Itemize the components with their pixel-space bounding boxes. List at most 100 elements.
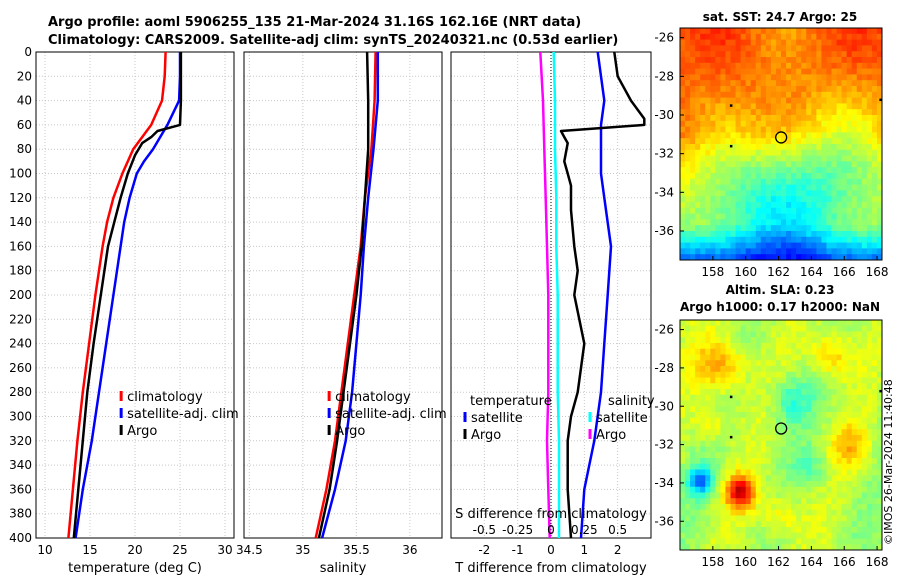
map-cell [720,521,726,528]
map-cell [765,33,772,40]
map-cell [796,115,802,122]
map-cell [836,481,842,488]
map-cell [705,57,711,64]
map-cell [760,196,767,203]
map-cell [786,149,792,156]
map-cell [680,538,686,545]
map-cell [781,202,787,209]
map-cell [755,486,762,493]
map-cell [710,331,716,338]
map-cell [841,538,848,545]
map-cell [730,377,736,384]
map-cell [806,254,812,261]
map-cell [801,348,807,355]
map-cell [796,219,802,226]
map-cell [725,486,731,493]
map-cell [725,325,731,332]
map-cell [831,475,837,482]
map-cell [745,236,752,243]
map-cell [871,86,878,93]
map-cell [715,458,721,465]
map-cell [871,190,878,197]
map-cell [866,492,873,499]
map-cell [680,343,686,350]
map-cell [856,417,863,424]
map-cell [821,91,827,98]
map-cell [770,394,777,401]
map-cell [831,348,837,355]
map-cell [755,57,762,64]
map-cell [750,68,757,75]
series-argo [72,52,183,539]
map-cell [750,45,757,52]
map-cell [831,377,837,384]
map-cell [775,481,782,488]
map-cell [735,184,741,191]
map-cell [841,62,848,69]
map-cell [680,173,686,180]
map-cell [811,248,817,255]
map-cell [871,45,878,52]
map-cell [705,360,711,367]
map-cell [846,213,853,220]
map-cell [745,354,752,361]
s-axis-label: S difference from climatology [455,507,647,522]
y-tick-label: -26 [654,31,674,45]
map-cell [851,360,858,367]
map-cell [866,532,873,539]
map-cell [841,167,848,174]
map-cell [831,28,837,35]
map-cell [705,155,711,162]
map-cell [680,469,686,476]
map-cell [786,74,792,81]
map-cell [811,354,817,361]
map-cell [831,86,837,93]
map-cell [831,62,837,69]
map-cell [781,51,787,58]
map-cell [846,394,853,401]
map-cell [695,219,701,226]
map-cell [786,126,792,133]
map-cell [730,236,736,243]
map-cell [846,254,853,261]
map-cell [826,213,832,220]
map-cell [826,97,832,104]
map-cell [791,320,797,327]
map-cell [710,440,716,447]
map-cell [745,91,752,98]
map-cell [755,435,762,442]
map-cell [700,406,706,413]
map-cell [715,80,721,87]
map-cell [745,225,752,232]
map-cell [695,504,701,511]
map-cell [690,504,696,511]
map-cell [786,236,792,243]
map-cell [826,544,832,551]
map-cell [796,190,802,197]
map-cell [765,377,772,384]
map-cell [806,225,812,232]
map-cell [680,435,686,442]
map-cell [750,57,757,64]
map-cell [740,354,747,361]
map-cell [856,155,863,162]
map-cell [765,236,772,243]
map-cell [745,68,752,75]
map-cell [775,400,782,407]
map-cell [745,440,752,447]
map-cell [811,202,817,209]
map-cell [720,331,726,338]
map-cell [821,68,827,75]
x-tick-label: 25 [172,543,187,557]
map-cell [876,343,883,350]
map-cell [710,481,716,488]
map-cell [700,167,706,174]
map-cell [740,348,747,355]
map-cell [765,406,772,413]
map-cell [846,406,853,413]
map-cell [801,538,807,545]
y-tick-label: -34 [654,185,674,199]
map-cell [826,354,832,361]
map-cell [680,120,686,127]
map-cell [765,144,772,151]
